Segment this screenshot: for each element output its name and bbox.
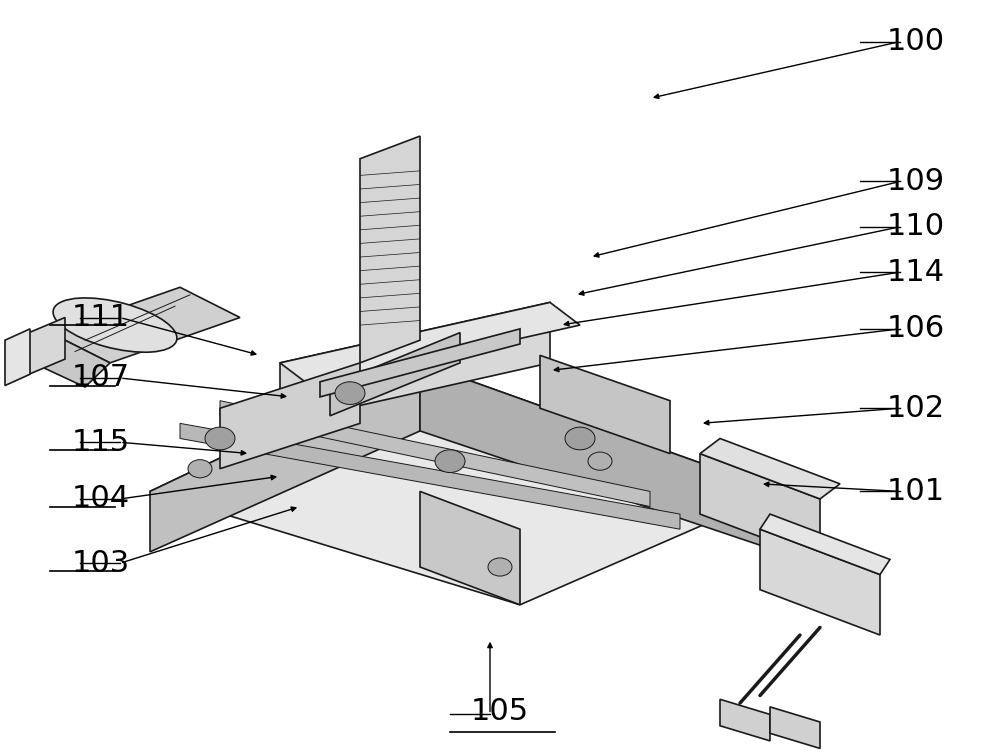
- Text: 114: 114: [887, 258, 945, 287]
- Polygon shape: [20, 318, 65, 378]
- Text: 107: 107: [72, 364, 130, 392]
- Circle shape: [205, 427, 235, 450]
- Text: 100: 100: [887, 27, 945, 56]
- Polygon shape: [220, 363, 360, 469]
- Polygon shape: [150, 363, 420, 552]
- Circle shape: [188, 460, 212, 478]
- Polygon shape: [540, 355, 670, 454]
- Text: 101: 101: [887, 477, 945, 506]
- Text: 115: 115: [72, 428, 130, 457]
- Polygon shape: [700, 438, 840, 499]
- Polygon shape: [280, 302, 550, 423]
- Text: 110: 110: [887, 212, 945, 241]
- Polygon shape: [220, 401, 650, 507]
- Circle shape: [588, 452, 612, 470]
- Polygon shape: [420, 363, 780, 552]
- Polygon shape: [180, 423, 680, 529]
- Ellipse shape: [53, 298, 177, 352]
- Polygon shape: [720, 699, 770, 741]
- Polygon shape: [320, 329, 520, 397]
- Circle shape: [488, 558, 512, 576]
- Polygon shape: [420, 491, 520, 605]
- Text: 106: 106: [887, 314, 945, 343]
- Circle shape: [565, 427, 595, 450]
- Polygon shape: [5, 329, 30, 386]
- Polygon shape: [280, 302, 580, 386]
- Text: 104: 104: [72, 485, 130, 513]
- Text: 103: 103: [72, 549, 130, 578]
- Polygon shape: [150, 363, 780, 605]
- Polygon shape: [760, 514, 890, 575]
- Polygon shape: [770, 707, 820, 748]
- Text: 109: 109: [887, 167, 945, 196]
- Polygon shape: [760, 529, 880, 635]
- Polygon shape: [360, 136, 420, 363]
- Circle shape: [335, 382, 365, 404]
- Text: 111: 111: [72, 303, 130, 332]
- Polygon shape: [25, 333, 110, 387]
- Text: 102: 102: [887, 394, 945, 423]
- Polygon shape: [50, 287, 240, 363]
- Circle shape: [435, 450, 465, 472]
- Polygon shape: [330, 333, 460, 416]
- Text: 105: 105: [471, 697, 529, 726]
- Polygon shape: [700, 454, 820, 559]
